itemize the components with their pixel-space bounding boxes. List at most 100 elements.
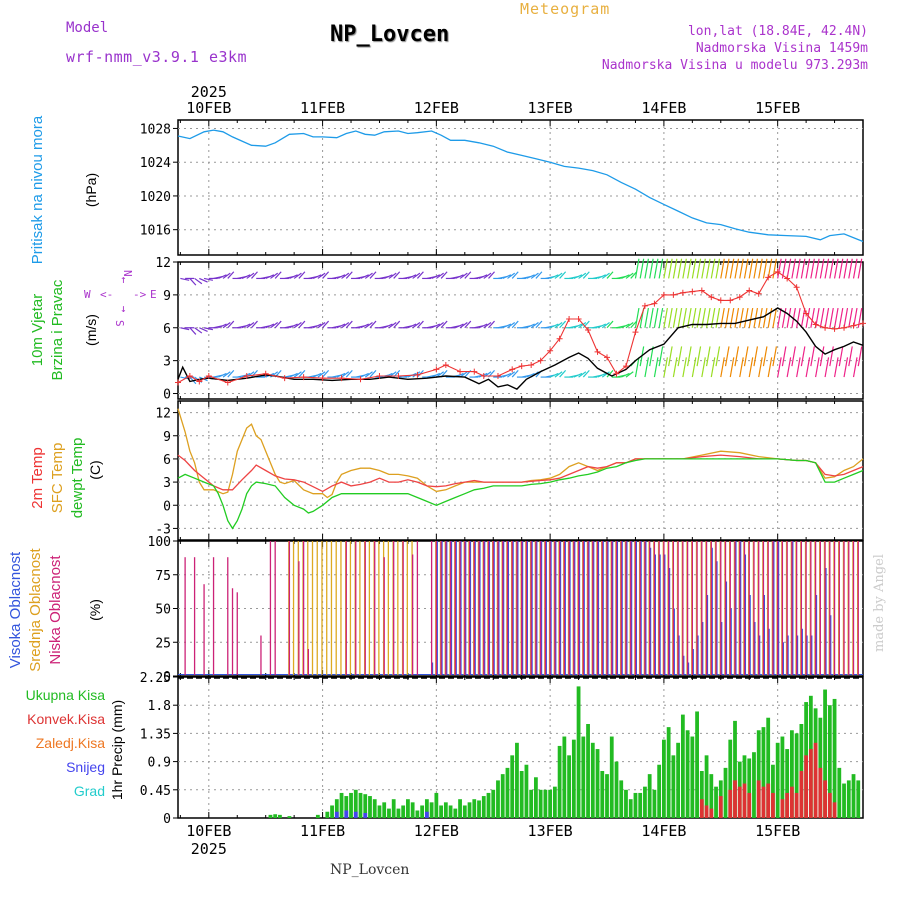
- wind-arrow: [265, 323, 275, 329]
- wind-arrow: [383, 323, 393, 329]
- precip-bar: [538, 789, 543, 818]
- wind-arrow: [848, 258, 853, 279]
- dewpt-label: dewpt Temp: [69, 438, 86, 519]
- wind-arrow: [630, 271, 638, 279]
- precip-bar: [657, 764, 662, 818]
- model-version: wrf-nmm_v3.9.1 e3km: [66, 48, 248, 66]
- wind-arrow: [682, 357, 687, 378]
- wind-arrow: [312, 323, 322, 329]
- gust-marker: [395, 372, 402, 379]
- wind-arrow: [772, 258, 777, 279]
- wind-arrow: [549, 372, 559, 378]
- y-tick-label: 6: [163, 322, 171, 337]
- precip-bar: [671, 755, 676, 818]
- wind-arrow: [601, 321, 610, 329]
- wind-arrow: [658, 346, 664, 367]
- wind-arrow: [241, 372, 251, 378]
- wind-arrow: [578, 321, 587, 329]
- wind-arrow: [218, 274, 227, 279]
- precip-series-2: [699, 742, 837, 818]
- precip-bar: [842, 783, 846, 818]
- wind-arrow: [483, 321, 492, 329]
- precip-bar: [832, 802, 837, 818]
- precip-bar: [590, 742, 595, 818]
- y-tick-label: 1028: [140, 122, 171, 137]
- wind-arrow: [436, 321, 444, 329]
- wind-arrow: [194, 277, 203, 285]
- y-tick-label: 0.45: [140, 784, 171, 799]
- wind-arrow: [436, 371, 444, 378]
- wind-arrow: [634, 357, 640, 378]
- precip-bar: [339, 792, 344, 818]
- wind-arrow: [298, 320, 306, 329]
- bottom-date-label: 10FEB: [186, 822, 231, 840]
- precip-bar: [808, 749, 813, 818]
- model-altitude-label: Nadmorska Visina u modelu 973.293m: [601, 58, 868, 73]
- wind-arrow: [653, 307, 659, 328]
- precip-bar: [581, 736, 586, 818]
- wind-arrow: [819, 346, 825, 367]
- y-tick-label: 3: [163, 355, 171, 370]
- precip-bar: [496, 780, 500, 818]
- wind-arrow: [364, 321, 373, 329]
- gust-marker: [433, 366, 440, 373]
- wind-arrow: [815, 258, 820, 279]
- gust-marker: [585, 326, 592, 333]
- t2m-label: 2m Temp: [29, 447, 46, 508]
- wind-arrow: [383, 274, 393, 279]
- wind-arrow: [705, 346, 711, 367]
- wind-arrow: [724, 307, 730, 328]
- y-tick-label: 1020: [140, 190, 171, 205]
- y-tick-label: 1016: [140, 224, 171, 239]
- precip-bar: [268, 814, 273, 818]
- wind-arrow: [824, 258, 830, 279]
- wind-arrow: [578, 371, 587, 378]
- wind-arrow: [317, 321, 326, 329]
- wind-arrow: [767, 357, 773, 378]
- precip-bar: [704, 755, 709, 818]
- precip-bar: [377, 805, 382, 818]
- pressure-label: Pritisak na nivou mora: [29, 115, 46, 264]
- wind-arrow: [388, 321, 397, 329]
- precip-bar: [453, 808, 458, 818]
- wind-arrow: [203, 277, 214, 281]
- top-year-label: 2025: [191, 83, 227, 101]
- wind-arrow: [511, 320, 519, 329]
- gust-marker: [717, 297, 724, 304]
- wind-arrow: [677, 307, 683, 328]
- gust-marker: [651, 300, 658, 307]
- wind-arrow: [312, 372, 322, 378]
- precip-bar: [391, 799, 396, 818]
- panel-3: 12 9 6 3 0 -3: [155, 400, 864, 541]
- precip-bar: [358, 792, 363, 818]
- wind-arrow: [687, 258, 692, 279]
- wind-arrow: [672, 307, 678, 328]
- wind-arrow: [644, 357, 650, 378]
- wind-arrow: [388, 272, 397, 279]
- bottom-date-label: 13FEB: [528, 822, 573, 840]
- y-tick-label: 12: [155, 407, 171, 422]
- wind-arrow: [407, 323, 417, 329]
- gust-marker: [679, 289, 686, 296]
- wind-arrow: [246, 272, 255, 279]
- wind-arrow: [838, 258, 844, 279]
- pressure-unit: (hPa): [83, 173, 99, 207]
- wind-arrow: [843, 307, 849, 328]
- wind-arrow: [753, 258, 759, 279]
- wind-arrow: [758, 357, 763, 378]
- wind-arrow: [336, 372, 346, 378]
- wind-arrow: [369, 271, 377, 279]
- precip-series-3: [334, 810, 429, 818]
- wind-arrow: [663, 307, 668, 328]
- wind-arrow: [573, 323, 583, 329]
- y-tick-label: 3: [163, 476, 171, 491]
- wind-arrow: [241, 323, 251, 329]
- wind-arrow: [649, 346, 654, 367]
- wind-arrow: [767, 258, 773, 279]
- wind-arrow: [270, 321, 279, 329]
- gust-marker: [860, 320, 866, 327]
- top-date-label: 14FEB: [641, 99, 686, 117]
- wind-arrow: [369, 320, 377, 329]
- wind-arrow: [653, 258, 659, 279]
- wind-arrow: [639, 258, 645, 279]
